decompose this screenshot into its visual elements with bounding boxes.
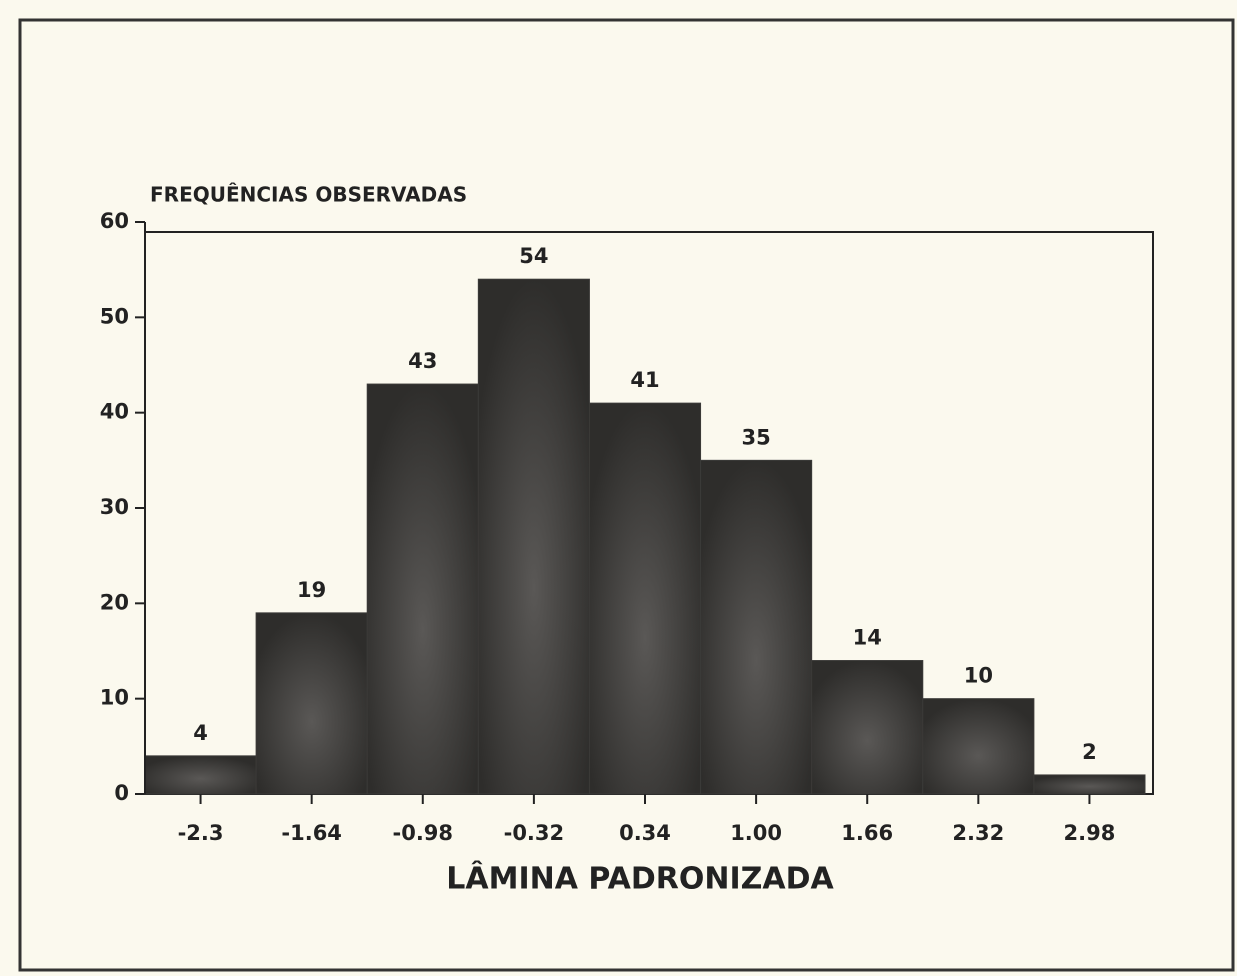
y-tick-label: 0 xyxy=(114,781,129,805)
x-axis-label: LÂMINA PADRONIZADA xyxy=(446,861,834,897)
value-label: 10 xyxy=(964,664,993,688)
x-tick-label: -1.64 xyxy=(281,821,342,845)
x-tick-label: -2.3 xyxy=(178,821,224,845)
x-tick-label: 2.32 xyxy=(952,821,1004,845)
bar xyxy=(1033,774,1146,795)
page-border xyxy=(18,18,1235,972)
value-label: 19 xyxy=(297,578,326,602)
value-label: 35 xyxy=(741,425,770,449)
value-label: 41 xyxy=(630,368,659,392)
bar xyxy=(255,612,368,795)
value-label: 4 xyxy=(193,721,208,745)
bar xyxy=(588,402,702,795)
x-tick-label: -0.32 xyxy=(504,821,565,845)
x-tick-label: -0.98 xyxy=(393,821,454,845)
x-tick-label: 1.00 xyxy=(730,821,782,845)
bar xyxy=(144,755,257,795)
bar xyxy=(477,278,590,795)
bar xyxy=(366,383,479,795)
bar xyxy=(700,459,813,795)
y-tick-label: 10 xyxy=(100,686,129,710)
value-label: 54 xyxy=(519,244,548,268)
value-label: 14 xyxy=(853,626,882,650)
bar xyxy=(811,660,924,795)
value-label: 43 xyxy=(408,349,437,373)
x-tick-label: 0.34 xyxy=(619,821,671,845)
x-tick-label: 1.66 xyxy=(841,821,893,845)
y-tick-label: 20 xyxy=(100,590,129,614)
x-tick-label: 2.98 xyxy=(1064,821,1116,845)
y-tick-label: 60 xyxy=(100,209,129,233)
bar xyxy=(922,698,1035,795)
chart-title: FREQUÊNCIAS OBSERVADAS xyxy=(150,183,467,207)
value-label: 2 xyxy=(1082,740,1097,764)
y-tick-label: 40 xyxy=(100,400,129,424)
y-tick-label: 50 xyxy=(100,304,129,328)
y-tick-label: 30 xyxy=(100,495,129,519)
